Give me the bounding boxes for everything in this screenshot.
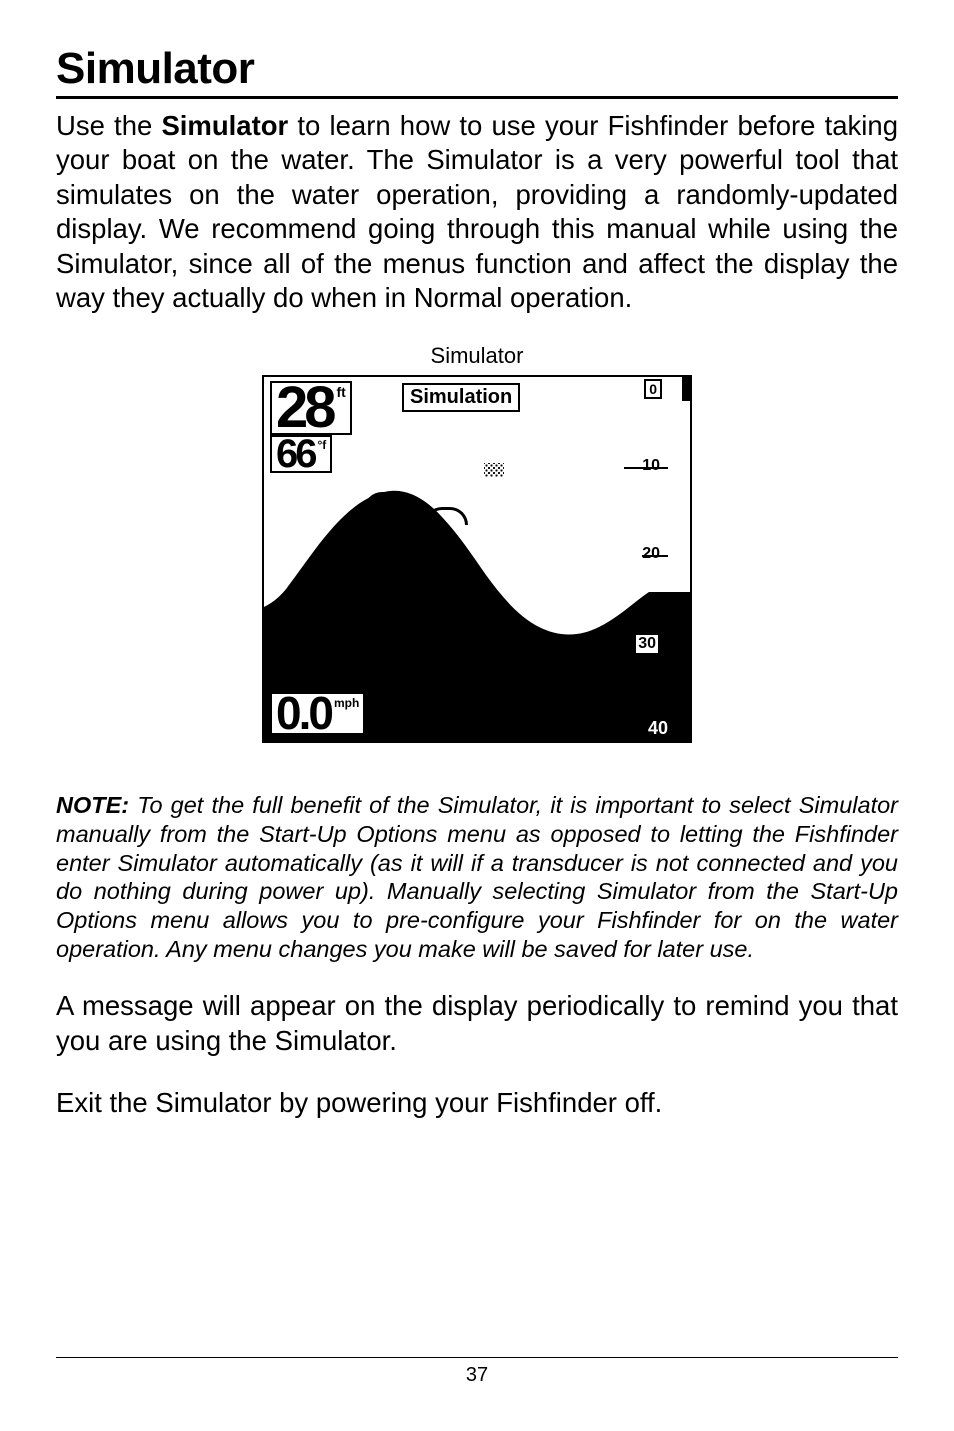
intro-paragraph: Use the Simulator to learn how to use yo… xyxy=(56,109,898,315)
depth-value: 28 xyxy=(276,383,333,432)
speed-unit: mph xyxy=(334,698,359,708)
depth-marker-label: 30 xyxy=(634,633,660,655)
rts-bar xyxy=(660,595,686,629)
temperature-readout: 66 °f xyxy=(270,435,332,473)
scale-top-value: 0 xyxy=(644,379,662,399)
figure-caption: Simulator xyxy=(56,343,898,369)
speed-readout: 0.0 mph xyxy=(270,692,365,735)
scale-bar-top xyxy=(682,377,690,401)
fish-dots xyxy=(484,463,504,477)
simulation-label: Simulation xyxy=(402,383,520,412)
depth-unit: ft xyxy=(337,387,346,399)
simulator-screenshot: 28 ft 66 °f Simulation 0 10 20 30 40 0.0… xyxy=(262,375,692,743)
tick-label-10: 10 xyxy=(642,457,660,475)
page-footer: 37 xyxy=(56,1357,898,1387)
scale-bar-bottom xyxy=(682,711,690,741)
section-heading: Simulator xyxy=(56,44,898,99)
scale-bottom-value: 40 xyxy=(648,718,668,739)
page-number: 37 xyxy=(466,1364,488,1386)
exit-paragraph: Exit the Simulator by powering your Fish… xyxy=(56,1086,898,1120)
depth-readout: 28 ft xyxy=(270,381,352,434)
temp-value: 66 xyxy=(276,437,315,471)
speed-value: 0.0 xyxy=(276,694,331,733)
note-paragraph: NOTE: To get the full benefit of the Sim… xyxy=(56,791,898,963)
reminder-paragraph: A message will appear on the display per… xyxy=(56,989,898,1058)
tick-label-20: 20 xyxy=(642,545,660,563)
figure-container: 28 ft 66 °f Simulation 0 10 20 30 40 0.0… xyxy=(56,375,898,743)
temp-unit: °f xyxy=(318,440,327,450)
